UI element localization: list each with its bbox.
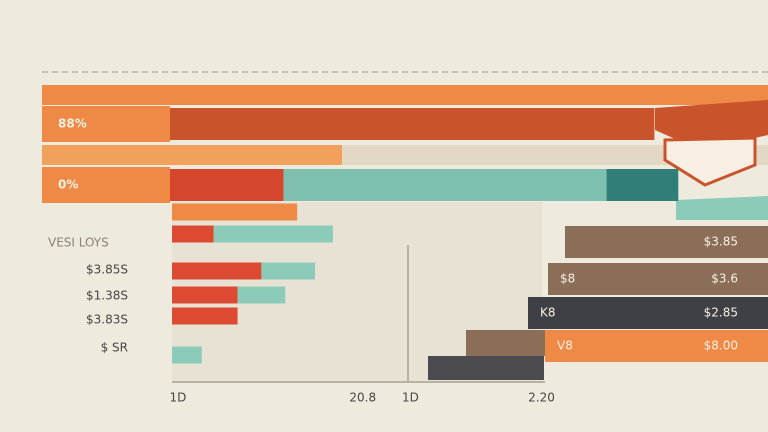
side-box — [545, 330, 768, 362]
category-label: 0% — [58, 178, 78, 192]
category-label: 88% — [58, 117, 87, 131]
bar — [606, 169, 679, 201]
category-label: $1.38S — [86, 289, 128, 303]
x-tick-label: 1D — [402, 391, 419, 405]
bar — [261, 262, 316, 280]
bar — [172, 262, 262, 280]
label-box — [42, 167, 170, 203]
bar — [237, 286, 286, 304]
category-label: $3.83S — [86, 313, 128, 327]
bar — [172, 307, 238, 325]
bar — [170, 169, 284, 201]
side-value: $3.85 — [704, 235, 738, 249]
side-box — [528, 297, 768, 329]
x-tick-label: 2.20 — [528, 391, 555, 405]
category-label: $3.85S — [86, 263, 128, 277]
bar — [172, 225, 214, 243]
shadow-block — [466, 330, 546, 356]
bar — [170, 108, 655, 140]
side-label: $8 — [560, 272, 575, 286]
side-value: $8.00 — [704, 339, 738, 353]
bar — [172, 203, 298, 221]
side-value: $2.85 — [704, 306, 738, 320]
bar — [172, 286, 238, 304]
side-label: K8 — [540, 306, 556, 320]
category-label: $ SR — [101, 341, 128, 355]
banner-strip — [42, 85, 768, 105]
side-box — [548, 263, 768, 295]
bar — [283, 169, 607, 201]
side-value: $3.6 — [711, 272, 738, 286]
chart-title: VESI LOYS — [48, 236, 109, 250]
label-box — [42, 106, 170, 142]
chevron-icon — [655, 100, 768, 220]
x-tick-label: 1D — [170, 391, 187, 405]
bar — [213, 225, 333, 243]
side-label: V8 — [557, 339, 573, 353]
banner-strip — [342, 145, 768, 165]
banner-strip — [42, 145, 342, 165]
bar — [172, 346, 202, 364]
x-tick-label: 20.8 — [349, 391, 376, 405]
shadow-block — [428, 356, 544, 380]
side-box — [565, 226, 768, 258]
